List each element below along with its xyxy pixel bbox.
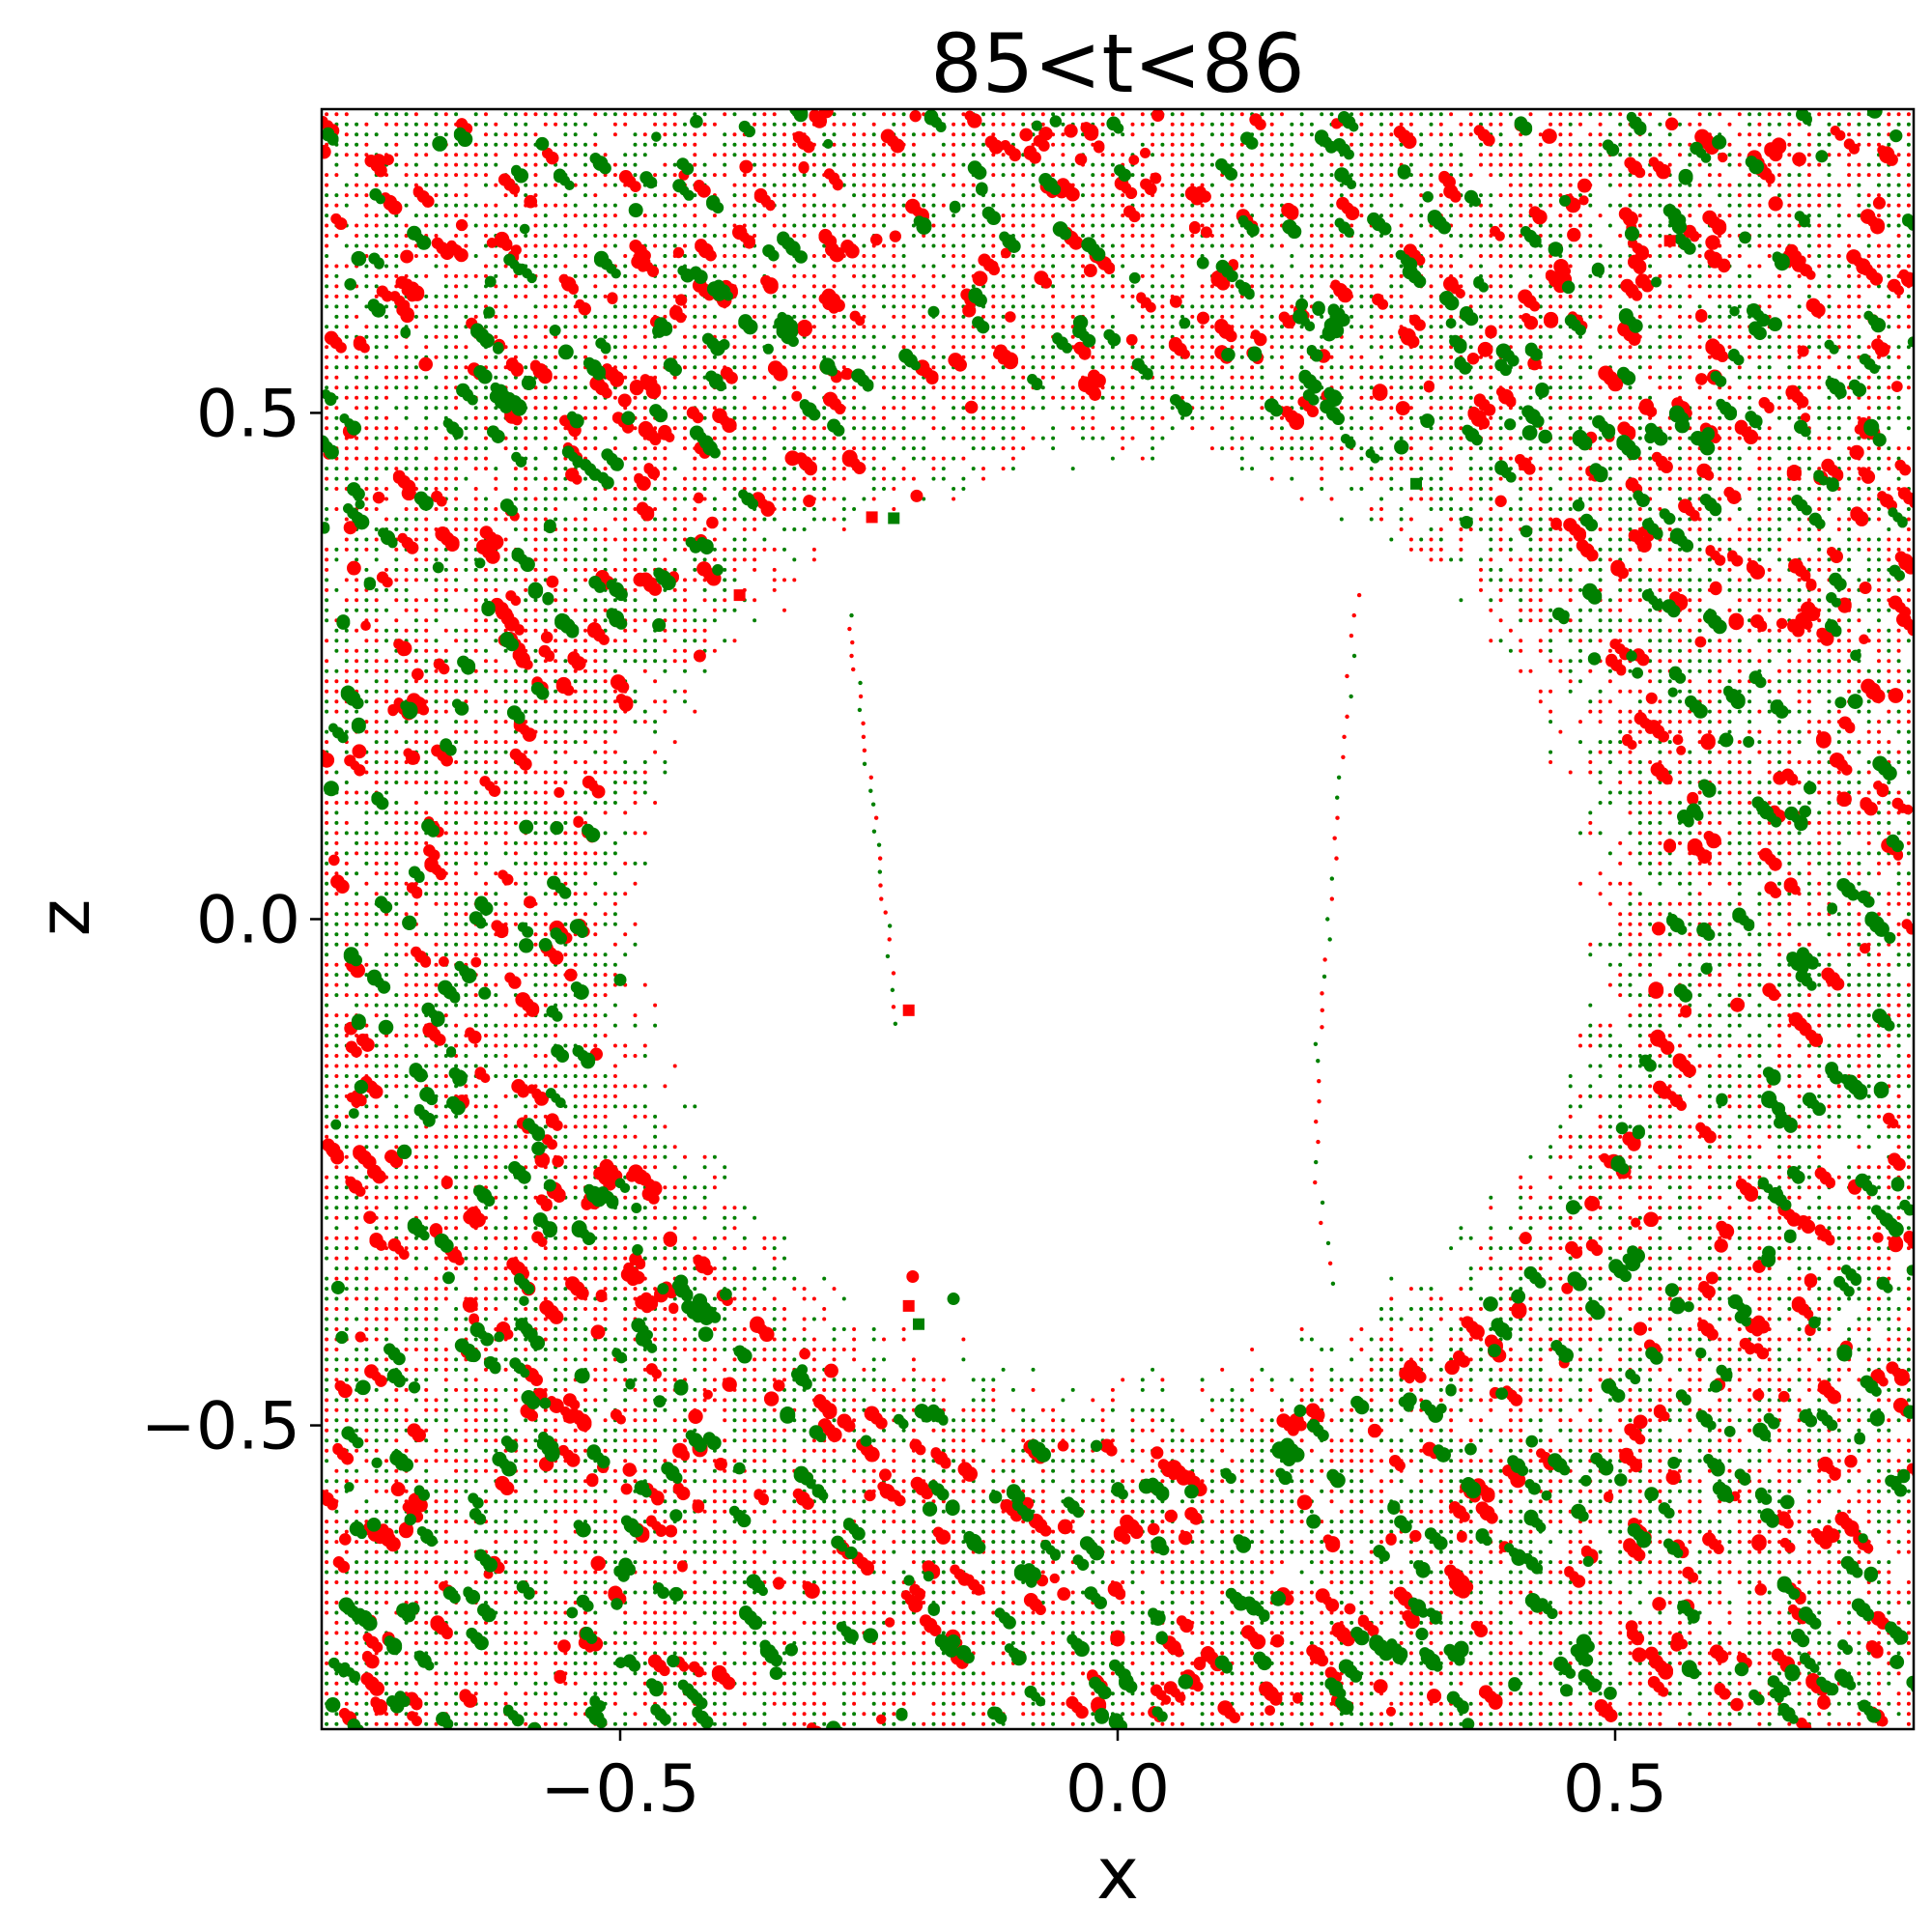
trace-point bbox=[1313, 1179, 1318, 1185]
trace-point bbox=[851, 667, 856, 672]
trace-point bbox=[1321, 974, 1327, 980]
trace-point bbox=[873, 815, 879, 820]
trace-point bbox=[1327, 937, 1332, 942]
trace-point bbox=[1319, 1220, 1323, 1226]
interior-trace-0 bbox=[847, 612, 898, 1027]
trace-point bbox=[877, 856, 883, 861]
x-axis-label: x bbox=[1096, 1833, 1139, 1916]
highlight-point bbox=[866, 511, 878, 524]
trace-point bbox=[1341, 754, 1346, 759]
trace-point bbox=[1335, 815, 1340, 820]
trace-point bbox=[870, 802, 876, 807]
trace-point bbox=[1351, 653, 1357, 659]
trace-point bbox=[858, 694, 864, 699]
trace-point bbox=[1320, 991, 1324, 996]
trace-point bbox=[1320, 1008, 1324, 1013]
trace-point bbox=[891, 971, 896, 976]
highlight-point bbox=[803, 495, 816, 508]
highlight-point bbox=[947, 1293, 960, 1306]
trace-point bbox=[1317, 1079, 1321, 1084]
trace-point bbox=[862, 748, 867, 753]
x-tick-label: −0.5 bbox=[540, 1751, 699, 1828]
trace-point bbox=[1332, 836, 1337, 840]
trace-point bbox=[858, 680, 863, 686]
interior-trace-1 bbox=[1313, 592, 1362, 1287]
trace-point bbox=[1351, 612, 1356, 618]
highlight-point bbox=[913, 1318, 924, 1330]
trace-point bbox=[1334, 856, 1339, 861]
trace-point bbox=[850, 639, 855, 645]
trace-point bbox=[891, 1005, 896, 1009]
chart-title: 85<t<86 bbox=[930, 16, 1304, 111]
highlight-point bbox=[1663, 235, 1676, 247]
trace-point bbox=[1349, 694, 1353, 699]
x-axis: −0.5 0.0 0.5 bbox=[540, 1729, 1667, 1828]
trace-point bbox=[1313, 1041, 1319, 1046]
plot-area bbox=[322, 109, 1914, 1729]
trace-point bbox=[893, 1021, 898, 1027]
trace-point bbox=[1349, 633, 1354, 639]
highlight-point bbox=[1519, 1232, 1532, 1245]
y-axis: −0.5 0.0 0.5 bbox=[141, 376, 322, 1465]
highlight-point bbox=[910, 489, 923, 502]
trace-point bbox=[1330, 1281, 1336, 1287]
y-tick-label: 0.0 bbox=[196, 883, 300, 959]
highlight-point bbox=[1410, 477, 1422, 490]
trace-point bbox=[1356, 592, 1362, 598]
y-tick-label: 0.5 bbox=[196, 376, 300, 452]
highlight-point bbox=[902, 1004, 915, 1016]
highlight-point bbox=[888, 512, 900, 525]
trace-point bbox=[1314, 1119, 1319, 1124]
trace-point bbox=[1335, 795, 1340, 800]
trace-point bbox=[1314, 1159, 1319, 1165]
trace-point bbox=[883, 910, 888, 915]
highlight-point bbox=[613, 973, 627, 986]
trace-point bbox=[1342, 734, 1347, 740]
trace-point bbox=[849, 612, 854, 618]
trace-point bbox=[1336, 775, 1342, 780]
x-tick-label: 0.0 bbox=[1065, 1751, 1170, 1828]
trace-point bbox=[861, 721, 866, 726]
trace-point bbox=[1329, 876, 1335, 881]
y-tick-label: −0.5 bbox=[141, 1389, 300, 1465]
trace-point bbox=[1317, 1098, 1321, 1104]
trace-point bbox=[1345, 673, 1350, 679]
trace-point bbox=[1320, 1200, 1325, 1206]
trace-point bbox=[885, 953, 891, 959]
trace-point bbox=[1325, 917, 1330, 922]
trace-point bbox=[890, 987, 895, 993]
trace-point bbox=[1316, 1059, 1321, 1064]
y-axis-label: z bbox=[23, 899, 106, 937]
trace-point bbox=[887, 937, 892, 942]
x-tick-label: 0.5 bbox=[1563, 1751, 1667, 1828]
trace-point bbox=[887, 923, 893, 928]
trace-point bbox=[857, 707, 863, 713]
trace-point bbox=[1329, 896, 1335, 901]
trace-point bbox=[868, 775, 873, 780]
trace-point bbox=[862, 761, 867, 766]
trace-point bbox=[868, 788, 873, 793]
trace-point bbox=[878, 883, 883, 888]
trace-point bbox=[1320, 1025, 1324, 1030]
trace-point bbox=[871, 829, 877, 834]
trace-point bbox=[847, 626, 852, 632]
trace-point bbox=[1316, 1139, 1321, 1145]
trace-point bbox=[1325, 1240, 1331, 1246]
trace-point bbox=[877, 869, 883, 874]
trace-point bbox=[861, 734, 867, 740]
trace-point bbox=[1327, 1261, 1333, 1266]
highlight-point bbox=[733, 589, 746, 602]
trace-point bbox=[1322, 957, 1327, 962]
trace-point bbox=[849, 653, 854, 659]
highlight-point bbox=[902, 1299, 915, 1312]
highlight-point bbox=[693, 649, 706, 663]
trace-point bbox=[1345, 714, 1350, 720]
trace-point bbox=[876, 842, 882, 847]
trace-point bbox=[879, 896, 884, 901]
highlight-point bbox=[906, 1269, 920, 1283]
